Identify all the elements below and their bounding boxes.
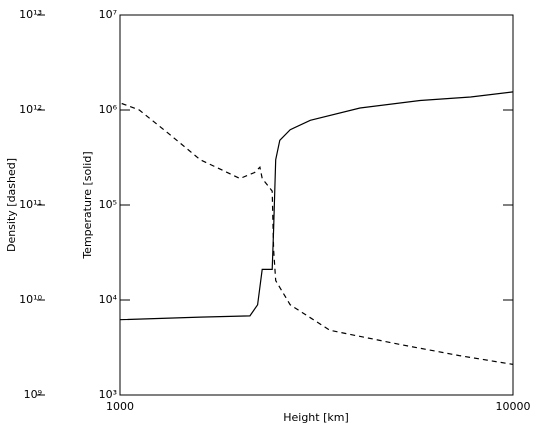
x-tick-label: 10000: [496, 400, 531, 413]
y-tick-label: 10¹⁰: [19, 293, 42, 306]
y2-axis-label: Temperature [solid]: [81, 151, 94, 259]
y-tick-label: 10¹¹: [19, 198, 42, 211]
y-tick-label: 10¹³: [19, 8, 42, 21]
y2-tick-label: 10³: [99, 388, 117, 401]
y2-tick-label: 10⁵: [99, 198, 117, 211]
x-tick-label: 1000: [106, 400, 134, 413]
plot-frame: [119, 14, 514, 396]
temperature-line: [119, 91, 514, 321]
y2-tick-label: 10⁶: [99, 103, 118, 116]
y-tick-label: 10¹²: [19, 103, 42, 116]
y2-tick-label: 10⁴: [99, 293, 118, 306]
density-line: [121, 102, 514, 365]
x-axis-label: Height [km]: [283, 411, 349, 424]
y-tick-label: 10⁹: [24, 388, 42, 401]
y2-tick-label: 10⁷: [99, 8, 117, 21]
y-axis-label: Density [dashed]: [5, 158, 18, 252]
